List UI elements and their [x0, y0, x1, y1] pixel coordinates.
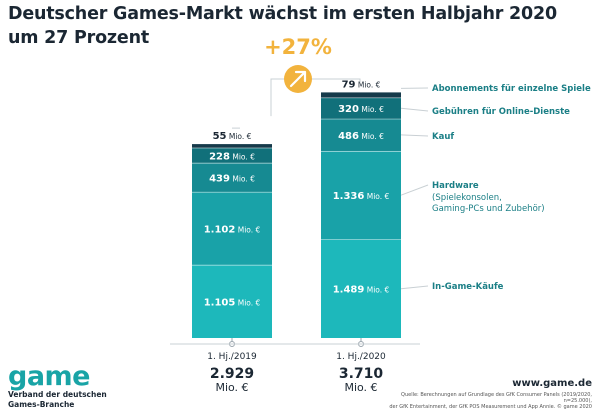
segment-label-2-1-unit: Mio. € [364, 286, 389, 295]
segment-label-1-4: 228 Mio. € [209, 151, 255, 162]
source-line2: der GfK Entertainment, der GfK POS Measu… [389, 404, 592, 410]
logo-subtitle-line1: Verband der deutschen [8, 390, 107, 399]
legend-leader-2 [400, 184, 429, 196]
bar-segment-2-1 [321, 239, 401, 338]
arrow-up-right-icon [289, 70, 307, 88]
total-value-2: 3.710 [339, 366, 384, 382]
chart-title: Deutscher Games-Markt wächst im ersten H… [8, 4, 557, 48]
segment-label-2-2-unit: Mio. € [364, 192, 389, 201]
segment-label-1-3-unit: Mio. € [230, 174, 255, 183]
website-link[interactable]: www.game.de [512, 378, 592, 389]
segment-label-2-1: 1.489 Mio. € [333, 285, 390, 296]
bar-segment-1-2 [192, 191, 272, 265]
legend-leader-4 [400, 107, 429, 112]
legend-leader-3 [400, 134, 429, 137]
segment-label-1-4-number: 228 [209, 151, 230, 162]
segment-label-2-4-unit: Mio. € [359, 105, 384, 114]
segment-label-1-1-number: 1.105 [204, 297, 236, 308]
segment-label-2-2: 1.336 Mio. € [333, 191, 390, 202]
category-label-2: 1. Hj./2020 [336, 352, 386, 362]
segment-label-1-3: 439 Mio. € [209, 173, 255, 184]
top-value-label-2-number: 79 [342, 79, 356, 90]
legend-detail-2-2: Gaming-PCs und Zubehör) [432, 204, 545, 214]
legend-detail-2-1: (Spielekonsolen, [432, 193, 502, 203]
segment-label-1-2-unit: Mio. € [235, 225, 260, 234]
top-value-label-1-number: 55 [213, 131, 227, 142]
bar-segment-1-3 [192, 162, 272, 192]
category-label-1: 1. Hj./2019 [207, 352, 257, 362]
logo-subtitle-line2: Games-Branche [8, 400, 75, 409]
total-unit-2: Mio. € [344, 381, 377, 394]
segment-label-2-3-unit: Mio. € [359, 132, 384, 141]
legend-label-4: Gebühren für Online-Dienste [432, 107, 570, 117]
segment-label-2-1-number: 1.489 [333, 285, 365, 296]
source-line1: Quelle: Berechnungen auf Grundlage des G… [401, 392, 592, 404]
bar-segment-1-4 [192, 147, 272, 163]
bar-segment-2-3 [321, 118, 401, 151]
top-value-label-1: 55 Mio. € [213, 131, 252, 142]
logo-wordmark: game [8, 361, 90, 392]
legend-leader-1 [400, 285, 429, 290]
bar-segment-2-5 [321, 92, 401, 98]
bar-segment-1-1 [192, 264, 272, 338]
source-note: Quelle: Berechnungen auf Grundlage des G… [382, 392, 592, 410]
segment-label-2-3-number: 486 [338, 131, 359, 142]
top-value-label-2-unit: Mio. € [355, 80, 380, 89]
segment-label-1-2-number: 1.102 [204, 224, 236, 235]
growth-label: +27% [264, 35, 332, 59]
top-value-label-1-unit: Mio. € [226, 132, 251, 141]
segment-label-1-2: 1.102 Mio. € [204, 224, 261, 235]
total-value-1: 2.929 [210, 366, 254, 382]
legend-label-5: Abonnements für einzelne Spiele [432, 84, 591, 94]
segment-label-2-4: 320 Mio. € [338, 104, 384, 115]
segment-label-1-1: 1.105 Mio. € [204, 297, 261, 308]
segment-label-2-4-number: 320 [338, 104, 359, 115]
segment-label-2-3: 486 Mio. € [338, 131, 384, 142]
segment-label-1-1-unit: Mio. € [235, 298, 260, 307]
growth-connector [270, 78, 361, 117]
bar-segment-1-5 [192, 144, 272, 148]
segment-label-2-2-number: 1.336 [333, 191, 365, 202]
segment-label-1-3-number: 439 [209, 173, 230, 184]
legend-label-3: Kauf [432, 132, 454, 142]
legend-label-1: In-Game-Käufe [432, 282, 504, 292]
segment-label-1-4-unit: Mio. € [230, 152, 255, 161]
game-logo: game Verband der deutschen Games-Branche [8, 361, 107, 409]
top-value-label-2: 79 Mio. € [342, 79, 381, 90]
bar-segment-2-2 [321, 150, 401, 240]
total-unit-1: Mio. € [215, 381, 248, 394]
legend-label-2: Hardware [432, 181, 479, 191]
bar-segment-2-4 [321, 97, 401, 119]
